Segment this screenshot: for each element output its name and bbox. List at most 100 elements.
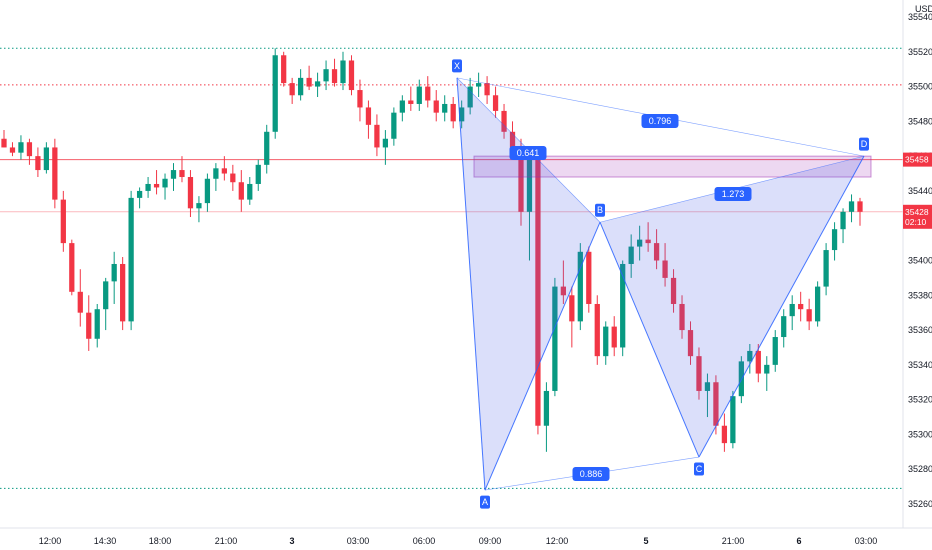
candle-body xyxy=(738,361,744,397)
price-tick-label: 35320 xyxy=(908,395,932,405)
candle-body xyxy=(179,170,185,178)
time-tick-label: 03:00 xyxy=(347,536,370,546)
cd-leg xyxy=(698,155,865,458)
candle-body xyxy=(475,83,482,87)
pattern-point-box[interactable] xyxy=(452,59,462,73)
currency-label: USD xyxy=(915,4,932,14)
candle-body xyxy=(459,107,465,122)
candle-body xyxy=(281,55,287,84)
price-tick-label: 35400 xyxy=(908,256,932,266)
candle-body xyxy=(391,112,397,139)
candle-body xyxy=(781,316,787,338)
candle-body xyxy=(77,291,83,313)
candle-body xyxy=(1,138,7,148)
time-axis[interactable]: 12:00 14:30 18:00 21:00 3 03:00 06:00 09:00 12:0… xyxy=(39,536,878,546)
candle-body xyxy=(789,303,795,317)
candle-body xyxy=(730,396,736,444)
pattern-point-box[interactable] xyxy=(480,495,490,509)
candle-body xyxy=(687,330,694,357)
candle-body xyxy=(814,286,821,322)
candle-body xyxy=(628,246,634,264)
candle-body xyxy=(603,326,609,357)
candle-body xyxy=(136,190,143,198)
candle-body xyxy=(323,69,329,82)
candle-body xyxy=(35,156,41,171)
candle-body xyxy=(348,60,355,91)
time-tick-label: 03:00 xyxy=(855,536,878,546)
pattern-point-box[interactable] xyxy=(694,462,704,476)
last-price-text: 35428 xyxy=(905,207,929,217)
candle-body xyxy=(331,69,338,84)
candle-body xyxy=(289,83,295,96)
pattern-point-label: B xyxy=(597,205,603,215)
candle-body xyxy=(645,239,651,244)
time-tick-label: 21:00 xyxy=(215,536,238,546)
time-tick-label: 12:00 xyxy=(39,536,62,546)
pattern-point-label: A xyxy=(482,497,488,507)
candle-body xyxy=(170,170,177,179)
candle-body xyxy=(518,147,524,212)
candle-body xyxy=(543,390,550,426)
candle-body xyxy=(637,239,643,247)
time-tick-label: 5 xyxy=(643,536,648,546)
candle-body xyxy=(560,286,566,296)
price-tick-label: 35360 xyxy=(908,325,932,335)
candle-body xyxy=(696,356,702,391)
price-tick-label: 35380 xyxy=(908,290,932,300)
ratio-label-box xyxy=(714,187,752,201)
price-tick-label: 35300 xyxy=(908,429,932,439)
price-tick-label: 35260 xyxy=(908,499,932,509)
candle-body xyxy=(840,211,846,230)
candle-body xyxy=(620,263,626,348)
candle-body xyxy=(399,100,405,113)
candle-body xyxy=(247,183,253,200)
price-badge-text: 35458 xyxy=(905,155,929,165)
candle-body xyxy=(467,86,473,108)
pattern-point-box[interactable] xyxy=(859,137,869,151)
price-tick-label: 35500 xyxy=(908,82,932,92)
candle-body xyxy=(569,295,575,322)
harmonic-pattern-layer[interactable]: 0.641 0.796 1.273 0.886 X A B C D xyxy=(452,59,872,509)
time-tick-label: 09:00 xyxy=(479,536,502,546)
candle-body xyxy=(416,86,422,104)
candle-body xyxy=(806,309,812,322)
candle-body xyxy=(213,168,219,179)
ratio-label: 0.796 xyxy=(649,116,672,126)
candle-body xyxy=(357,90,363,108)
candle-body xyxy=(552,286,558,391)
candle-body xyxy=(679,303,685,331)
target-zone[interactable] xyxy=(473,155,872,178)
time-tick-label: 06:00 xyxy=(413,536,436,546)
candle-body xyxy=(823,250,829,287)
bcd-triangle xyxy=(600,156,864,458)
ratio-label-box xyxy=(641,114,679,128)
candle-body xyxy=(577,251,583,322)
candle-body xyxy=(501,110,507,132)
price-tick-label: 35540 xyxy=(908,12,932,22)
candle-body xyxy=(382,138,389,148)
time-tick-label: 3 xyxy=(289,536,294,546)
candle-body xyxy=(340,60,346,84)
ratio-label-box xyxy=(572,467,610,481)
candle-body xyxy=(26,142,33,157)
price-tick-label: 35480 xyxy=(908,116,932,126)
ab-leg xyxy=(484,222,601,491)
candle-body xyxy=(120,263,126,322)
price-axis[interactable]: 3554035520355003548035460354403542035400… xyxy=(908,12,932,509)
bc-leg xyxy=(599,222,700,458)
candle-body xyxy=(264,131,270,165)
time-tick-label: 6 xyxy=(796,536,801,546)
candle-body xyxy=(662,260,668,278)
candle-body xyxy=(221,168,227,174)
candle-body xyxy=(103,281,109,310)
candle-body xyxy=(653,243,660,261)
pattern-point-box[interactable] xyxy=(595,203,605,217)
candle-body xyxy=(611,326,617,348)
candle-body xyxy=(86,312,92,339)
candle-body xyxy=(755,350,761,374)
price-tick-label: 35520 xyxy=(908,47,932,57)
candle-body xyxy=(594,303,600,357)
candle-body xyxy=(9,147,16,153)
time-tick-label: 12:00 xyxy=(546,536,569,546)
